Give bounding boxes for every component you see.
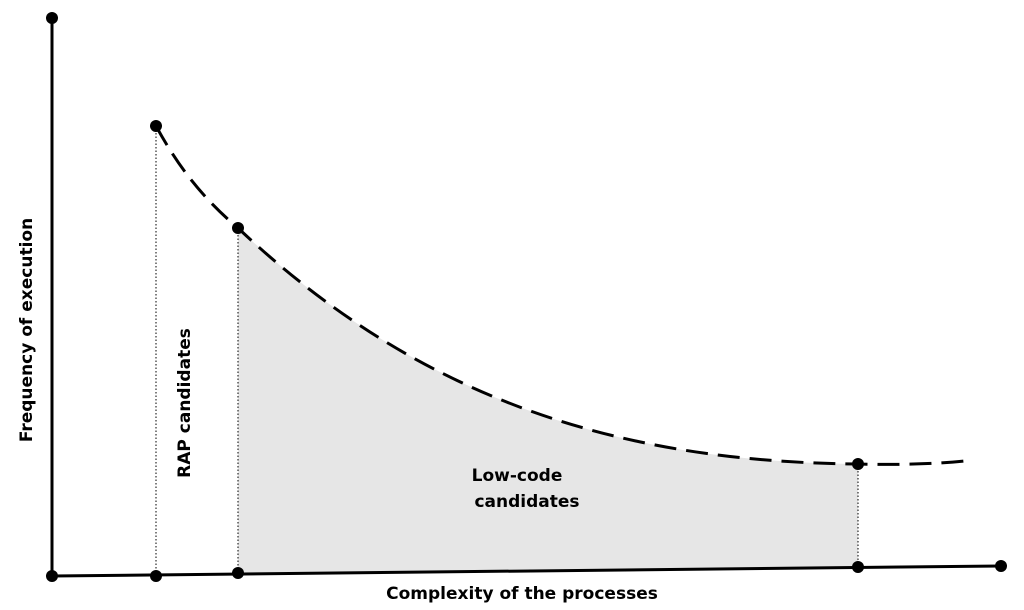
x-axis-lowcode-start-point — [232, 567, 244, 579]
curve-lowcode-start-point — [232, 222, 244, 234]
y-axis-top-point — [46, 12, 58, 24]
x-axis-end-point — [995, 560, 1007, 572]
origin-point — [46, 570, 58, 582]
curve-lowcode-end-point — [852, 458, 864, 470]
curve-start-point — [150, 120, 162, 132]
x-axis-lowcode-end-point — [852, 561, 864, 573]
lowcode-candidates-label-line2: candidates — [474, 492, 579, 512]
x-axis — [51, 564, 1002, 578]
x-axis-label: Complexity of the processes — [386, 584, 658, 604]
y-axis-label: Frequency of execution — [17, 218, 37, 442]
frequency-curve — [154, 125, 966, 466]
rap-candidates-label: RAP candidates — [175, 328, 195, 478]
x-axis-rap-point — [150, 570, 162, 582]
lowcode-region-fill — [238, 228, 858, 573]
lowcode-candidates-label-line1: Low-code — [472, 466, 563, 486]
